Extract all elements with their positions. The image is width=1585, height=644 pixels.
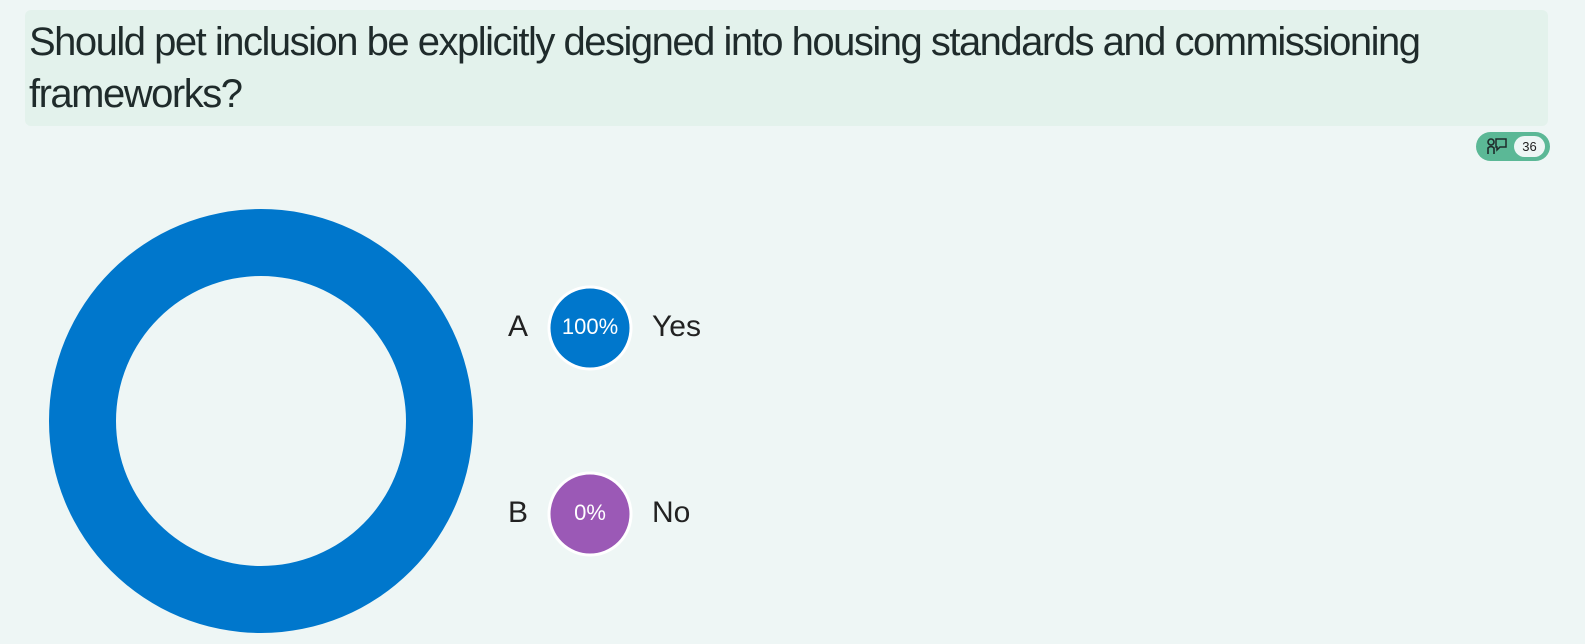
donut-slice xyxy=(49,209,473,633)
percent-label: 100% xyxy=(562,314,618,339)
percent-badge xyxy=(547,471,633,557)
option-letter: B xyxy=(508,496,528,529)
option-label: Yes xyxy=(652,310,701,343)
percent-label: 0% xyxy=(574,500,606,525)
responses-icon xyxy=(1487,138,1507,154)
option-label: No xyxy=(652,496,690,529)
percent-badge xyxy=(547,285,633,371)
responses-count: 36 xyxy=(1514,136,1545,157)
option-letter: A xyxy=(508,310,528,343)
responses-badge[interactable]: 36 xyxy=(1476,132,1550,161)
question-header: Should pet inclusion be explicitly desig… xyxy=(25,10,1548,126)
donut-chart: A 100% Yes B 0% No xyxy=(49,209,701,633)
question-title: Should pet inclusion be explicitly desig… xyxy=(29,20,1421,116)
